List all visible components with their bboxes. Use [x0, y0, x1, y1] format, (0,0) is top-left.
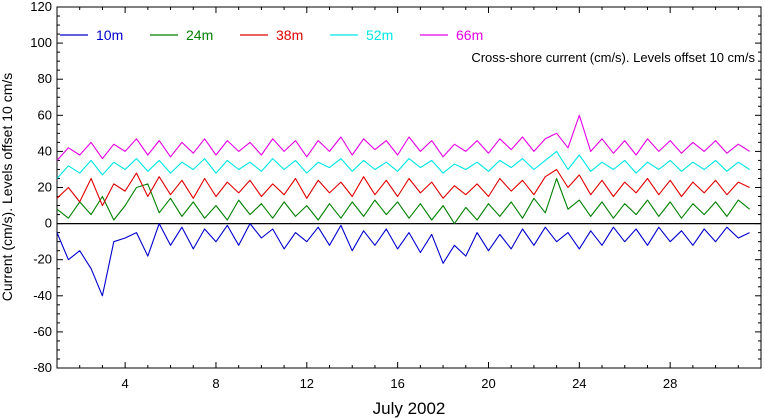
series-line-52m	[56, 150, 750, 179]
legend: 10m 24m 38m 52m 66m	[60, 27, 483, 43]
series-line-10m	[56, 223, 750, 297]
y-tick-label: 40	[38, 143, 52, 158]
legend-label-66m: 66m	[456, 27, 483, 43]
legend-label-52m: 52m	[366, 27, 393, 43]
x-tick-label: 24	[572, 376, 586, 391]
x-tick-label: 8	[212, 376, 219, 391]
y-tick-label: 100	[30, 35, 52, 50]
x-tick-label: 28	[663, 376, 677, 391]
x-tick-label: 12	[300, 376, 314, 391]
y-tick-label: -20	[33, 252, 52, 267]
series-line-24m	[56, 177, 750, 225]
y-tick-label: 0	[45, 216, 52, 231]
y-tick-label: 20	[38, 180, 52, 195]
x-tick-label: 4	[122, 376, 129, 391]
legend-label-38m: 38m	[276, 27, 303, 43]
series-line-38m	[56, 168, 750, 207]
x-tick-label: 16	[390, 376, 404, 391]
y-tick-label: -60	[33, 324, 52, 339]
y-tick-label: -40	[33, 288, 52, 303]
chart-annotation: Cross-shore current (cm/s). Levels offse…	[471, 50, 755, 65]
axis-ticks: -80 -60 -40 -20 0 20 40 60 80 100 120 4 8 12 16 20 24 28	[30, 0, 762, 391]
series-line-66m	[56, 114, 750, 161]
y-tick-label: -80	[33, 360, 52, 375]
x-tick-label: 20	[481, 376, 495, 391]
legend-label-24m: 24m	[186, 27, 213, 43]
series-layer	[56, 114, 750, 297]
x-axis-title: July 2002	[373, 399, 446, 418]
y-tick-label: 80	[38, 71, 52, 86]
legend-label-10m: 10m	[96, 27, 123, 43]
y-tick-label: 60	[38, 107, 52, 122]
y-tick-label: 120	[30, 0, 52, 14]
y-axis-title: Current (cm/s). Levels offset 10 cm/s	[0, 73, 15, 301]
